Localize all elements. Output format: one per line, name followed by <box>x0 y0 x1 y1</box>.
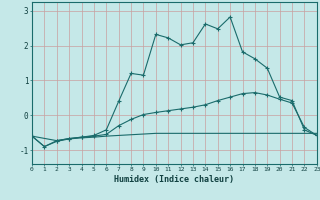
X-axis label: Humidex (Indice chaleur): Humidex (Indice chaleur) <box>115 175 234 184</box>
